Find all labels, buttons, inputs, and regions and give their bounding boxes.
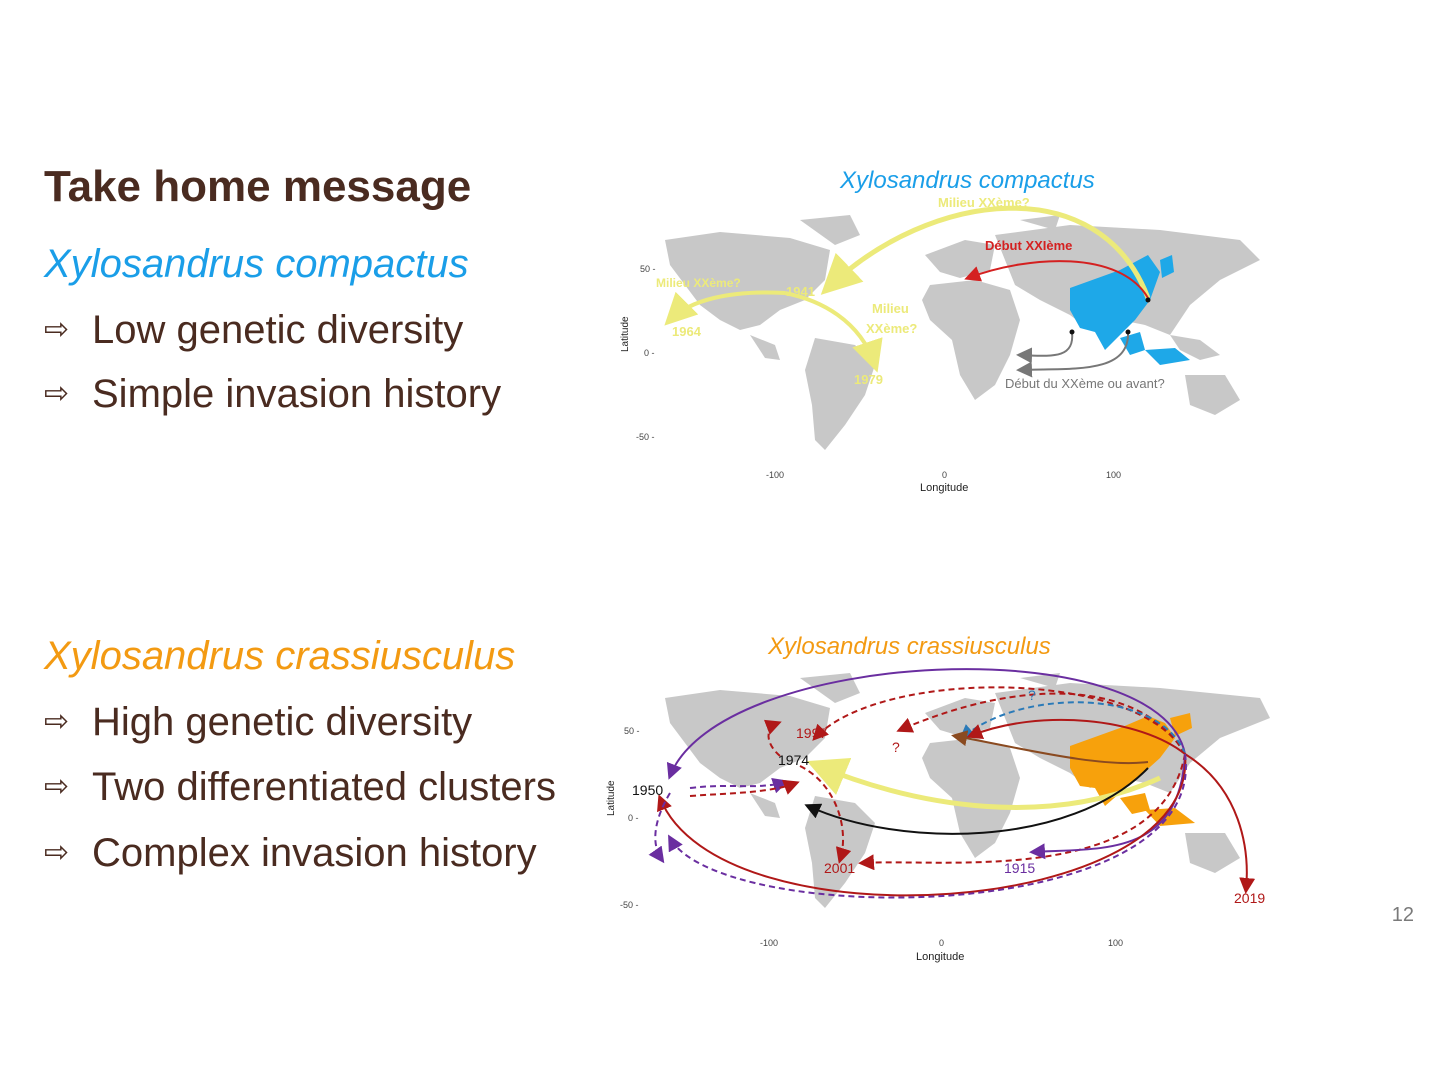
ytick: -50 - — [620, 900, 639, 910]
arrow-india-to-africa — [1020, 332, 1072, 356]
label-xxeme-mid: XXème? — [866, 321, 917, 336]
label-milieu-mid: Milieu — [872, 301, 909, 316]
label-1974: 1974 — [778, 752, 809, 768]
xtick: 100 — [1108, 938, 1123, 948]
species-crassiusculus-heading: Xylosandrus crassiusculus — [44, 634, 515, 679]
label-2001: 2001 — [824, 860, 855, 876]
x-axis-label: Longitude — [916, 951, 964, 963]
y-axis-label: Latitude — [606, 780, 617, 816]
arrow-bullet-icon: ⇨ — [44, 835, 92, 870]
bullet-high-diversity: ⇨ High genetic diversity — [44, 700, 472, 745]
label-1941: 1941 — [786, 284, 815, 299]
map1-title: Xylosandrus compactus — [839, 167, 1095, 194]
label-debut-xxi: Début XXIème — [985, 238, 1072, 253]
arrow-bullet-icon: ⇨ — [44, 769, 92, 804]
xtick: 100 — [1106, 470, 1121, 480]
x-axis-label: Longitude — [920, 482, 968, 494]
arrow-bullet-icon: ⇨ — [44, 312, 92, 347]
label-1964: 1964 — [672, 324, 702, 339]
ytick: 0 - — [644, 348, 655, 358]
label-1997: 1997 — [796, 725, 827, 741]
origin-point — [1126, 330, 1131, 335]
arrow-bullet-icon: ⇨ — [44, 376, 92, 411]
y-axis-label: Latitude — [620, 316, 631, 352]
label-2019: 2019 — [1234, 890, 1265, 906]
bullet-two-clusters: ⇨ Two differentiated clusters — [44, 765, 556, 810]
label-milieu-top: Milieu XXème? — [938, 195, 1030, 210]
origin-point — [1146, 298, 1151, 303]
compactus-invasion-map: Xylosandrus compactus 50 - 0 - -50 - Lat… — [600, 160, 1280, 500]
label-1950: 1950 — [632, 782, 663, 798]
label-milieu-left: Milieu XXème? — [656, 276, 741, 290]
ytick: 50 - — [640, 264, 656, 274]
crassiusculus-invasion-map: Xylosandrus crassiusculus 50 - 0 - -50 -… — [600, 628, 1280, 968]
page-number: 12 — [1392, 904, 1414, 927]
ytick: -50 - — [636, 432, 655, 442]
bullet-low-diversity: ⇨ Low genetic diversity — [44, 308, 463, 353]
bullet-complex-history: ⇨ Complex invasion history — [44, 831, 537, 876]
label-1979: 1979 — [854, 372, 883, 387]
ytick: 50 - — [624, 726, 640, 736]
world-landmass — [665, 215, 1260, 450]
slide-title: Take home message — [44, 162, 471, 212]
label-question-blue: ? — [1028, 687, 1036, 703]
label-question-red: ? — [892, 739, 900, 755]
xtick: -100 — [760, 938, 778, 948]
species-compactus-heading: Xylosandrus compactus — [44, 242, 469, 287]
label-1915: 1915 — [1004, 860, 1035, 876]
arrow-bullet-icon: ⇨ — [44, 704, 92, 739]
origin-point — [1070, 330, 1075, 335]
xtick: 0 — [939, 938, 944, 948]
bullet-simple-history: ⇨ Simple invasion history — [44, 372, 501, 417]
ytick: 0 - — [628, 813, 639, 823]
xtick: 0 — [942, 470, 947, 480]
label-debut-xx: Début du XXème ou avant? — [1005, 376, 1165, 391]
map2-title: Xylosandrus crassiusculus — [767, 633, 1051, 660]
xtick: -100 — [766, 470, 784, 480]
